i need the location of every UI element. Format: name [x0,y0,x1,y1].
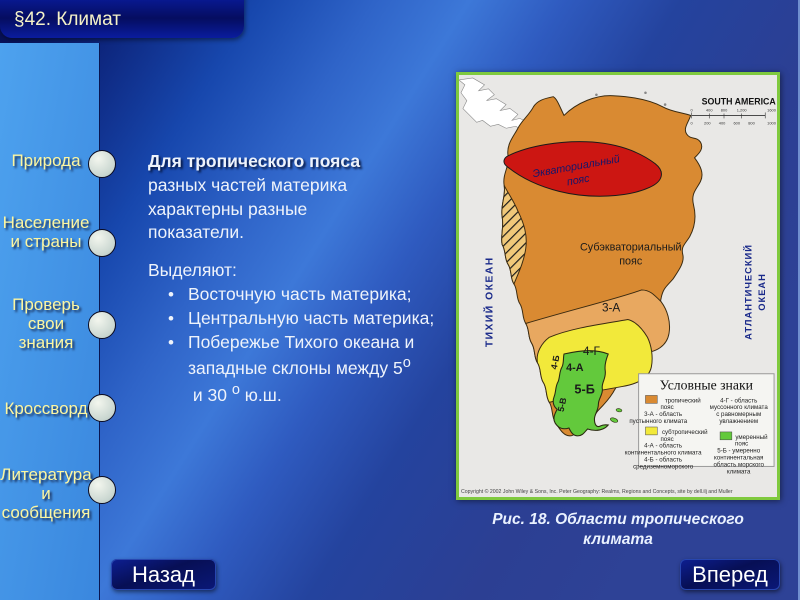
svg-text:увлажнением: увлажнением [719,418,758,425]
svg-text:400: 400 [719,120,726,125]
svg-text:800: 800 [748,120,755,125]
svg-text:Условные знаки: Условные знаки [660,378,754,393]
svg-text:ТИХИЙ ОКЕАН: ТИХИЙ ОКЕАН [482,256,495,347]
svg-text:400: 400 [706,107,713,112]
svg-text:1600 Kilometers: 1600 Kilometers [767,107,777,112]
svg-text:1,200: 1,200 [737,107,748,112]
svg-text:ОКЕАН: ОКЕАН [757,273,767,311]
svg-text:Copyright © 2002 John Wiley &: Copyright © 2002 John Wiley & Sons, Inc.… [461,488,733,495]
svg-text:пояс: пояс [619,255,643,267]
svg-text:средиземноморского: средиземноморского [633,463,694,470]
svg-text:АТЛАНТИЧЕСКИЙ: АТЛАНТИЧЕСКИЙ [743,244,754,340]
svg-text:3-А: 3-А [602,301,620,315]
svg-text:600: 600 [733,120,740,125]
svg-text:200: 200 [704,120,711,125]
svg-text:климата: климата [727,468,751,475]
svg-text:Субэкваториальный: Субэкваториальный [580,241,681,253]
svg-text:4-А: 4-А [566,362,584,374]
svg-text:5-Б: 5-Б [574,381,594,396]
svg-text:800: 800 [721,107,728,112]
svg-text:SOUTH AMERICA: SOUTH AMERICA [702,97,777,107]
svg-text:1000 Mi.: 1000 Mi. [767,120,777,125]
svg-text:4-Г: 4-Г [583,344,600,358]
svg-text:пустынного климата: пустынного климата [629,418,687,425]
